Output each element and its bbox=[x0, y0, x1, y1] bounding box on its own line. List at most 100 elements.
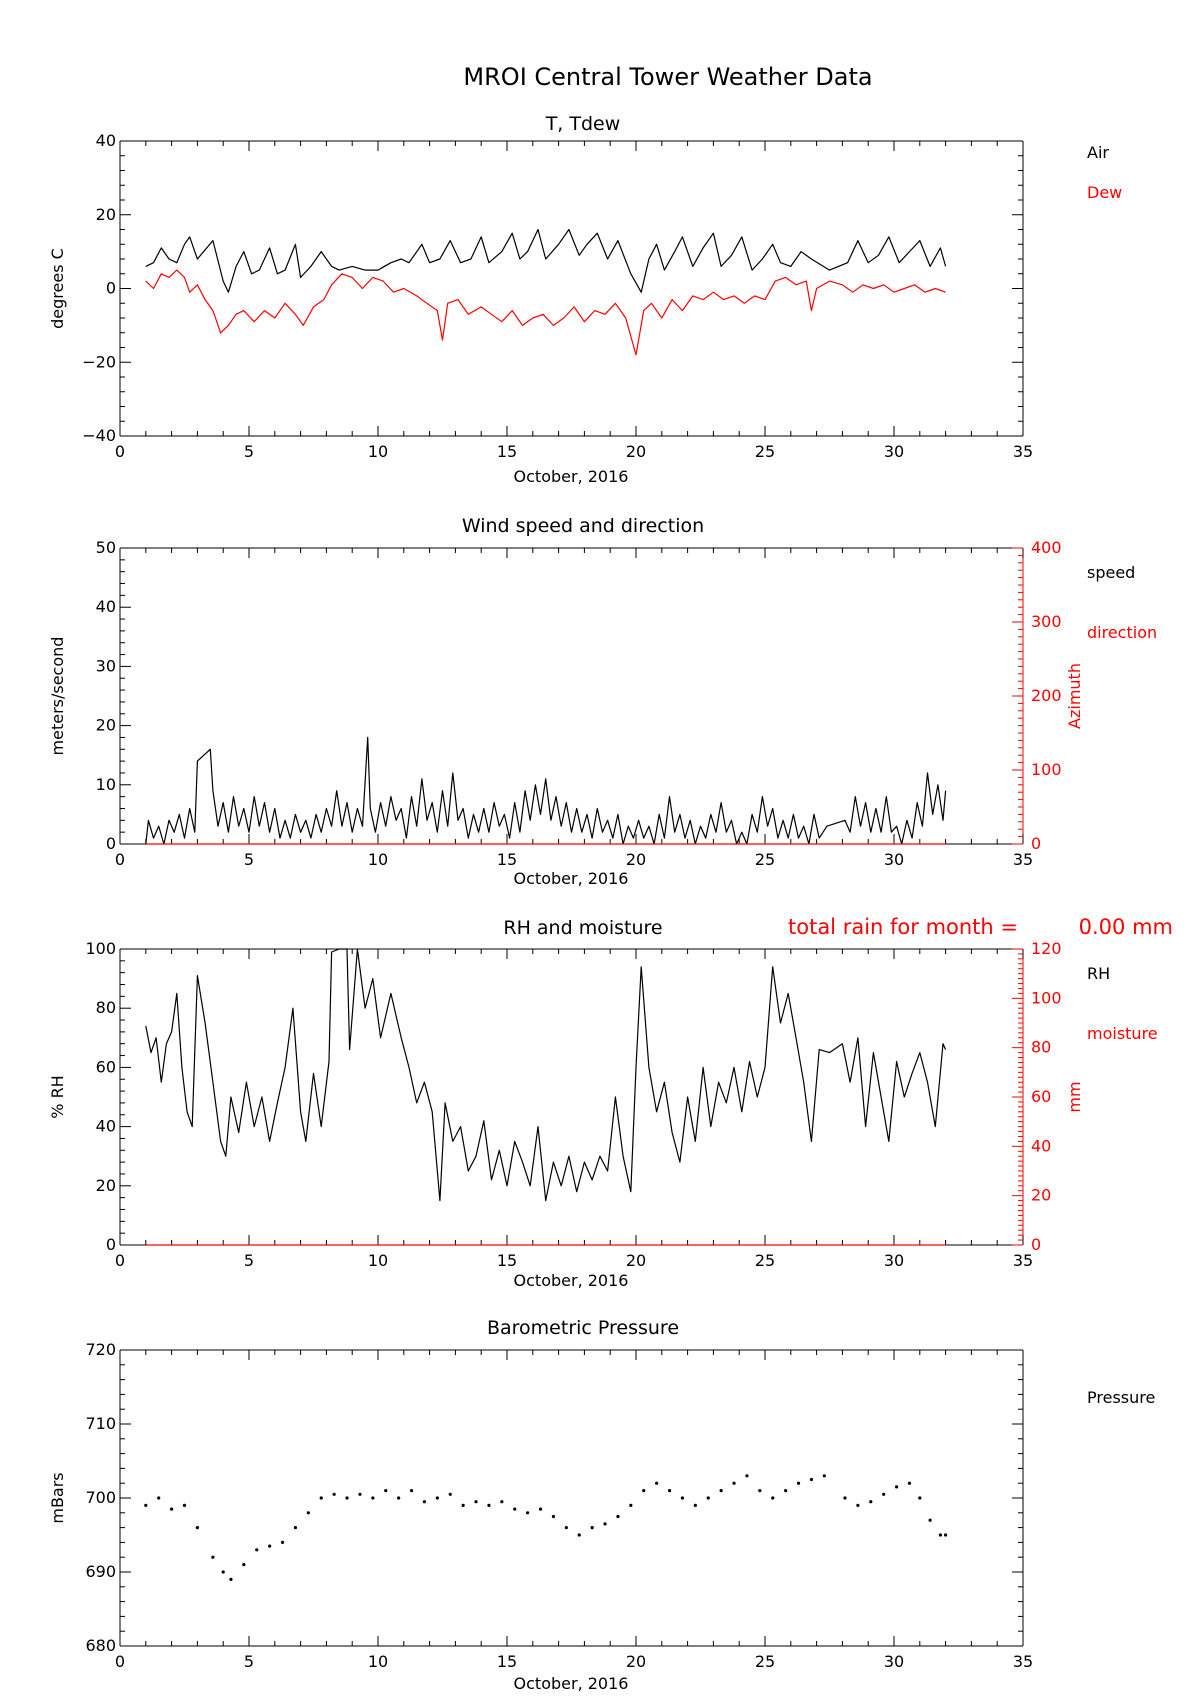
data-point bbox=[577, 1533, 581, 1537]
panel-title: Wind speed and direction bbox=[462, 515, 704, 537]
legend-label-direction: direction bbox=[1087, 623, 1157, 642]
data-point bbox=[822, 1474, 826, 1478]
data-point bbox=[745, 1474, 749, 1478]
y-axis-label: % RH bbox=[48, 1075, 67, 1118]
x-tick-label: 0 bbox=[115, 850, 125, 869]
x-tick-label: 20 bbox=[626, 850, 646, 869]
x-tick-label: 35 bbox=[1013, 850, 1033, 869]
x-tick-label: 35 bbox=[1013, 442, 1033, 461]
series-line-speed bbox=[145, 736, 947, 845]
x-tick-label: 25 bbox=[755, 442, 775, 461]
y-tick-label: 20 bbox=[96, 205, 116, 224]
x-tick-label: 35 bbox=[1013, 1652, 1033, 1671]
y-tick-label: 690 bbox=[85, 1562, 116, 1581]
y-right-tick-label: 100 bbox=[1031, 988, 1062, 1007]
data-point bbox=[590, 1526, 594, 1530]
panel-title: T, Tdew bbox=[545, 113, 621, 135]
data-point bbox=[144, 1503, 148, 1507]
data-point bbox=[667, 1489, 672, 1493]
data-point bbox=[796, 1481, 801, 1485]
chart-panel-2: Wind speed and direction 0 5 10 15 20 25 30 35 Oc… bbox=[48, 515, 1157, 888]
data-point bbox=[564, 1526, 568, 1530]
data-point bbox=[306, 1511, 310, 1515]
y-right-tick-label: 20 bbox=[1031, 1186, 1051, 1205]
x-axis-label: October, 2016 bbox=[514, 1271, 629, 1290]
data-point bbox=[487, 1503, 491, 1507]
data-point bbox=[732, 1481, 736, 1485]
y-right-tick-label: 80 bbox=[1031, 1038, 1051, 1057]
chart-panel-3: RH and moisture total rain for month = 0.0… bbox=[48, 915, 1173, 1290]
x-tick-label: 20 bbox=[626, 1652, 646, 1671]
data-point bbox=[474, 1500, 478, 1504]
x-tick-label: 5 bbox=[244, 442, 254, 461]
x-tick-label: 5 bbox=[244, 1652, 254, 1671]
x-axis-label: October, 2016 bbox=[514, 869, 629, 888]
x-tick-label: 15 bbox=[497, 850, 517, 869]
y-tick-label: 0 bbox=[106, 834, 116, 853]
data-point bbox=[211, 1555, 215, 1559]
y-tick-label: −40 bbox=[82, 426, 116, 445]
legend-label-speed: speed bbox=[1087, 563, 1135, 582]
y-axis-label: degrees C bbox=[48, 248, 67, 329]
data-point bbox=[629, 1503, 633, 1507]
data-point bbox=[706, 1496, 710, 1500]
legend-label-RH: RH bbox=[1087, 964, 1110, 983]
data-point bbox=[616, 1514, 620, 1519]
data-point bbox=[809, 1477, 814, 1482]
y-right-axis-label: mm bbox=[1065, 1081, 1084, 1112]
data-point bbox=[918, 1496, 922, 1500]
chart-panel-4: Barometric Pressure 0 5 10 15 20 25 30 35 October… bbox=[48, 1317, 1155, 1693]
data-point bbox=[345, 1496, 349, 1500]
data-point bbox=[856, 1503, 860, 1507]
y-right-tick-label: 100 bbox=[1031, 760, 1062, 779]
y-tick-label: 80 bbox=[96, 998, 116, 1017]
data-point bbox=[938, 1533, 943, 1537]
series-line-Air bbox=[145, 228, 947, 293]
legend-label-Dew: Dew bbox=[1087, 183, 1122, 202]
y-tick-label: 20 bbox=[96, 716, 116, 735]
x-tick-label: 10 bbox=[368, 442, 388, 461]
y-tick-label: 720 bbox=[85, 1340, 116, 1359]
y-right-tick-label: 0 bbox=[1031, 834, 1041, 853]
x-tick-label: 25 bbox=[755, 1251, 775, 1270]
data-point bbox=[422, 1500, 427, 1504]
y-tick-label: 40 bbox=[96, 1117, 116, 1136]
data-point bbox=[538, 1507, 543, 1511]
data-point bbox=[448, 1492, 452, 1496]
legend-label-moisture: moisture bbox=[1087, 1024, 1158, 1043]
data-point bbox=[500, 1500, 504, 1504]
data-point bbox=[771, 1496, 775, 1500]
data-point bbox=[170, 1507, 174, 1511]
y-right-tick-label: 40 bbox=[1031, 1136, 1051, 1155]
series-line-RH bbox=[145, 948, 947, 1202]
x-tick-label: 5 bbox=[244, 850, 254, 869]
x-tick-label: 30 bbox=[884, 850, 904, 869]
data-point bbox=[894, 1485, 899, 1489]
y-tick-label: 680 bbox=[85, 1636, 116, 1655]
rain-total-value: 0.00 mm bbox=[1079, 915, 1173, 939]
data-point bbox=[907, 1481, 912, 1485]
data-point bbox=[928, 1518, 932, 1522]
data-point bbox=[242, 1563, 246, 1567]
y-tick-label: 40 bbox=[96, 597, 116, 616]
x-tick-label: 30 bbox=[884, 1251, 904, 1270]
y-tick-label: 60 bbox=[96, 1057, 116, 1076]
data-point bbox=[526, 1511, 530, 1515]
y-tick-label: 700 bbox=[85, 1488, 116, 1507]
y-tick-label: 710 bbox=[85, 1414, 116, 1433]
series-line-Dew bbox=[145, 269, 946, 356]
x-tick-label: 0 bbox=[115, 442, 125, 461]
x-tick-label: 30 bbox=[884, 442, 904, 461]
y-axis-label: meters/second bbox=[48, 637, 67, 756]
x-tick-label: 25 bbox=[755, 850, 775, 869]
x-axis-label: October, 2016 bbox=[514, 1674, 629, 1693]
data-point bbox=[371, 1496, 375, 1500]
y-right-tick-label: 400 bbox=[1031, 538, 1062, 557]
rain-total-label: total rain for month = bbox=[788, 915, 1018, 939]
y-tick-label: 10 bbox=[96, 775, 116, 794]
x-tick-label: 15 bbox=[497, 1652, 517, 1671]
data-point bbox=[397, 1496, 401, 1500]
y-right-tick-label: 300 bbox=[1031, 612, 1062, 631]
y-tick-label: −20 bbox=[82, 352, 116, 371]
legend-label-Air: Air bbox=[1087, 143, 1109, 162]
